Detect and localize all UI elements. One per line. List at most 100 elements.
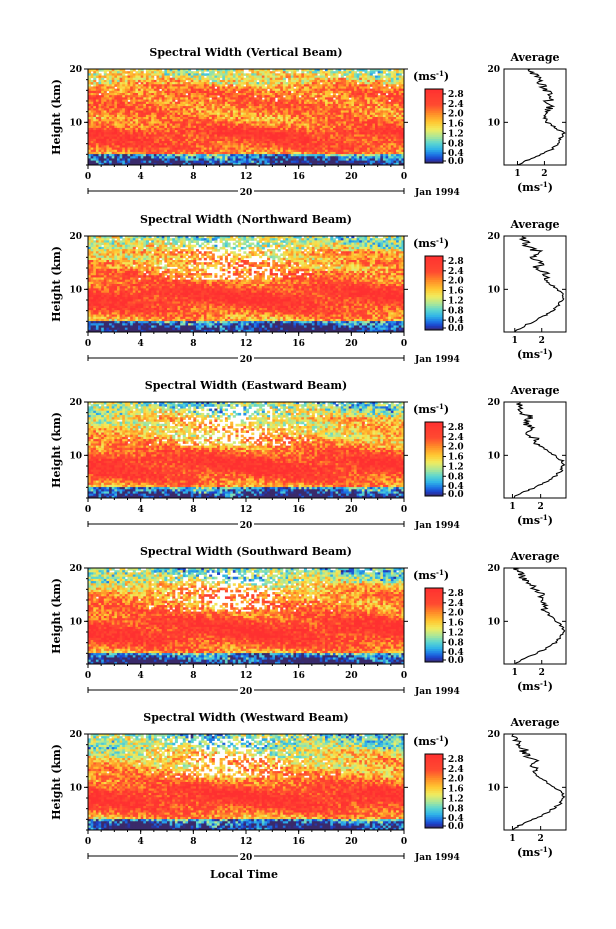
heatmap-cell bbox=[114, 75, 118, 79]
heatmap-cell bbox=[319, 99, 323, 103]
heatmap-cell bbox=[111, 88, 115, 92]
heatmap-cell bbox=[309, 71, 313, 74]
heatmap-cell bbox=[198, 95, 202, 98]
heatmap-cell bbox=[398, 73, 402, 76]
heatmap-cell bbox=[325, 110, 329, 114]
heatmap-cell bbox=[369, 88, 373, 92]
heatmap-cell bbox=[253, 114, 257, 118]
heatmap-cell bbox=[388, 69, 392, 72]
heatmap-cell bbox=[385, 82, 389, 85]
heatmap-cell bbox=[217, 77, 221, 81]
heatmap-cell bbox=[153, 114, 157, 118]
heatmap-cell bbox=[364, 95, 368, 98]
heatmap-cell bbox=[280, 73, 284, 76]
heatmap-cell bbox=[127, 97, 131, 100]
heatmap-cell bbox=[372, 82, 376, 85]
panel-title: Spectral Width (Vertical Beam) bbox=[149, 46, 342, 59]
heatmap-cell bbox=[277, 95, 281, 98]
heatmap-cell bbox=[319, 75, 323, 79]
heatmap-cell bbox=[335, 117, 339, 120]
heatmap-cell bbox=[290, 117, 294, 120]
heatmap-cell bbox=[143, 110, 147, 114]
heatmap-cell bbox=[398, 108, 402, 111]
heatmap-cell bbox=[224, 71, 228, 74]
heatmap-cell bbox=[353, 95, 357, 98]
heatmap-cell bbox=[269, 117, 273, 120]
heatmap-cell bbox=[298, 84, 302, 87]
heatmap-cell bbox=[322, 112, 326, 116]
heatmap-cell bbox=[248, 93, 252, 96]
heatmap-cell bbox=[309, 69, 313, 72]
heatmap-cell bbox=[335, 86, 339, 90]
heatmap-cell bbox=[190, 73, 194, 76]
heatmap-cell bbox=[367, 110, 371, 114]
heatmap-cell bbox=[88, 82, 92, 85]
heatmap-cell bbox=[243, 101, 247, 105]
heatmap-cell bbox=[375, 103, 379, 107]
heatmap-cell bbox=[230, 95, 234, 98]
heatmap-cell bbox=[119, 97, 123, 100]
heatmap-cell bbox=[256, 90, 260, 94]
heatmap-cell bbox=[290, 88, 294, 92]
heatmap-cell bbox=[269, 71, 273, 74]
heatmap-cell bbox=[372, 108, 376, 111]
heatmap-cell bbox=[151, 75, 155, 79]
heatmap-cell bbox=[353, 99, 357, 103]
heatmap-cell bbox=[303, 90, 307, 94]
heatmap-cell bbox=[298, 97, 302, 100]
heatmap-cell bbox=[114, 93, 118, 96]
heatmap-cell bbox=[351, 93, 355, 96]
heatmap-cell bbox=[143, 82, 147, 85]
heatmap-cell bbox=[274, 95, 278, 98]
heatmap-cell bbox=[240, 82, 244, 85]
heatmap-cell bbox=[132, 86, 136, 90]
heatmap-cell bbox=[290, 101, 294, 105]
heatmap-cell bbox=[190, 99, 194, 103]
heatmap-cell bbox=[235, 101, 239, 105]
heatmap-cell bbox=[227, 73, 231, 76]
heatmap-cell bbox=[174, 114, 178, 118]
heatmap-cell bbox=[169, 90, 173, 94]
heatmap-cell bbox=[185, 103, 189, 107]
heatmap-cell bbox=[311, 95, 315, 98]
heatmap-cell bbox=[111, 71, 115, 74]
heatmap-cell bbox=[138, 75, 142, 79]
heatmap-cell bbox=[296, 82, 300, 85]
heatmap-cell bbox=[396, 112, 400, 116]
heatmap-cell bbox=[311, 110, 315, 114]
heatmap-cell bbox=[277, 103, 281, 107]
heatmap-cell bbox=[188, 117, 192, 120]
heatmap-cell bbox=[246, 90, 250, 94]
heatmap-cell bbox=[98, 119, 102, 122]
heatmap-cell bbox=[182, 73, 186, 76]
heatmap-cell bbox=[235, 117, 239, 120]
heatmap-cell bbox=[385, 86, 389, 90]
heatmap-cell bbox=[177, 97, 181, 100]
heatmap-cell bbox=[309, 86, 313, 90]
heatmap-cell bbox=[167, 88, 171, 92]
heatmap-cell bbox=[156, 71, 160, 74]
heatmap-cell bbox=[206, 93, 210, 96]
heatmap-cell bbox=[367, 117, 371, 120]
heatmap-cell bbox=[211, 108, 215, 111]
heatmap-cell bbox=[319, 106, 323, 109]
heatmap-cell bbox=[351, 84, 355, 87]
heatmap-cell bbox=[322, 75, 326, 79]
heatmap-cell bbox=[282, 69, 286, 72]
heatmap-cell bbox=[109, 106, 113, 109]
heatmap-cell bbox=[206, 82, 210, 85]
heatmap-cell bbox=[348, 101, 352, 105]
heatmap-cell bbox=[132, 93, 136, 96]
heatmap-cell bbox=[267, 84, 271, 87]
heatmap-cell bbox=[377, 108, 381, 111]
heatmap-cell bbox=[174, 90, 178, 94]
heatmap-cell bbox=[235, 112, 239, 116]
heatmap-cell bbox=[193, 97, 197, 100]
heatmap-cell bbox=[135, 86, 139, 90]
heatmap-cell bbox=[296, 84, 300, 87]
heatmap-cell bbox=[272, 101, 276, 105]
heatmap-cell bbox=[327, 97, 331, 100]
panel-1: Spectral Width (Vertical Beam)1020Height… bbox=[50, 46, 567, 198]
heatmap-cell bbox=[198, 97, 202, 100]
heatmap-cell bbox=[348, 110, 352, 114]
